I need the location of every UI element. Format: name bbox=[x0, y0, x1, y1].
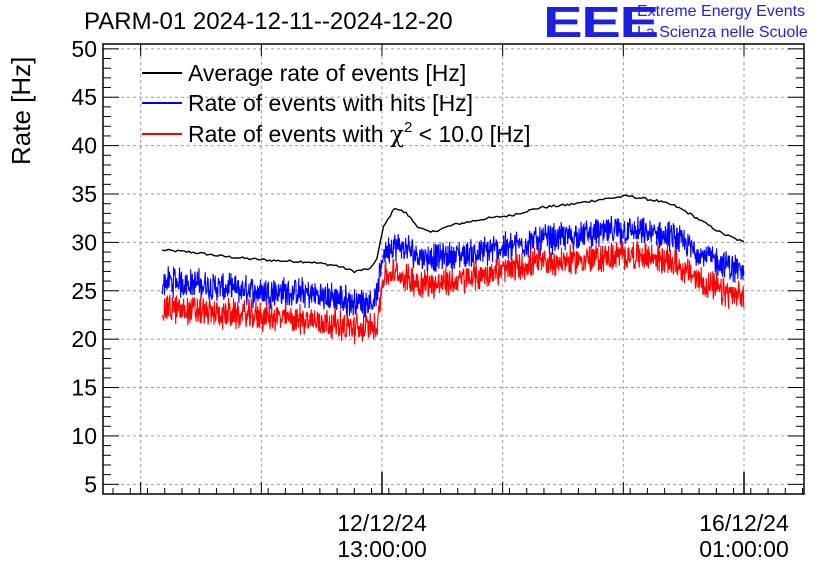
logo-subtitle-1: Extreme Energy Events bbox=[637, 3, 806, 20]
y-tick-label: 50 bbox=[71, 36, 97, 62]
chart-title: PARM-01 2024-12-11--2024-12-20 bbox=[84, 8, 453, 35]
series-line-chi2 bbox=[161, 240, 745, 345]
legend: Average rate of events [Hz] Rate of event… bbox=[142, 60, 531, 148]
series-layer bbox=[161, 194, 745, 345]
y-tick-label: 20 bbox=[71, 326, 97, 352]
y-tick-label: 5 bbox=[84, 471, 97, 497]
eee-logo: EEE bbox=[543, 0, 659, 47]
logo-subtitle-2: La Scienza nelle Scuole bbox=[637, 24, 808, 41]
legend-label: Average rate of events [Hz] bbox=[188, 60, 466, 86]
legend-label: Rate of events with hits [Hz] bbox=[188, 90, 473, 116]
x-tick-label-date: 12/12/24 bbox=[337, 510, 427, 536]
y-tick-label: 25 bbox=[71, 278, 97, 304]
series-line-average bbox=[161, 194, 745, 274]
series-line-hits bbox=[161, 215, 745, 319]
y-tick-label: 45 bbox=[71, 84, 97, 110]
y-tick-label: 40 bbox=[71, 133, 97, 159]
x-tick-label-time: 13:00:00 bbox=[337, 536, 427, 562]
legend-label: Rate of events with χ2 < 10.0 [Hz] bbox=[188, 119, 531, 148]
y-tick-label: 35 bbox=[71, 181, 97, 207]
y-tick-label: 30 bbox=[71, 229, 97, 255]
y-tick-label: 10 bbox=[71, 423, 97, 449]
y-tick-label: 15 bbox=[71, 375, 97, 401]
x-tick-label-date: 16/12/24 bbox=[699, 510, 789, 536]
plot-frame bbox=[102, 43, 805, 495]
x-tick-label-time: 01:00:00 bbox=[699, 536, 789, 562]
